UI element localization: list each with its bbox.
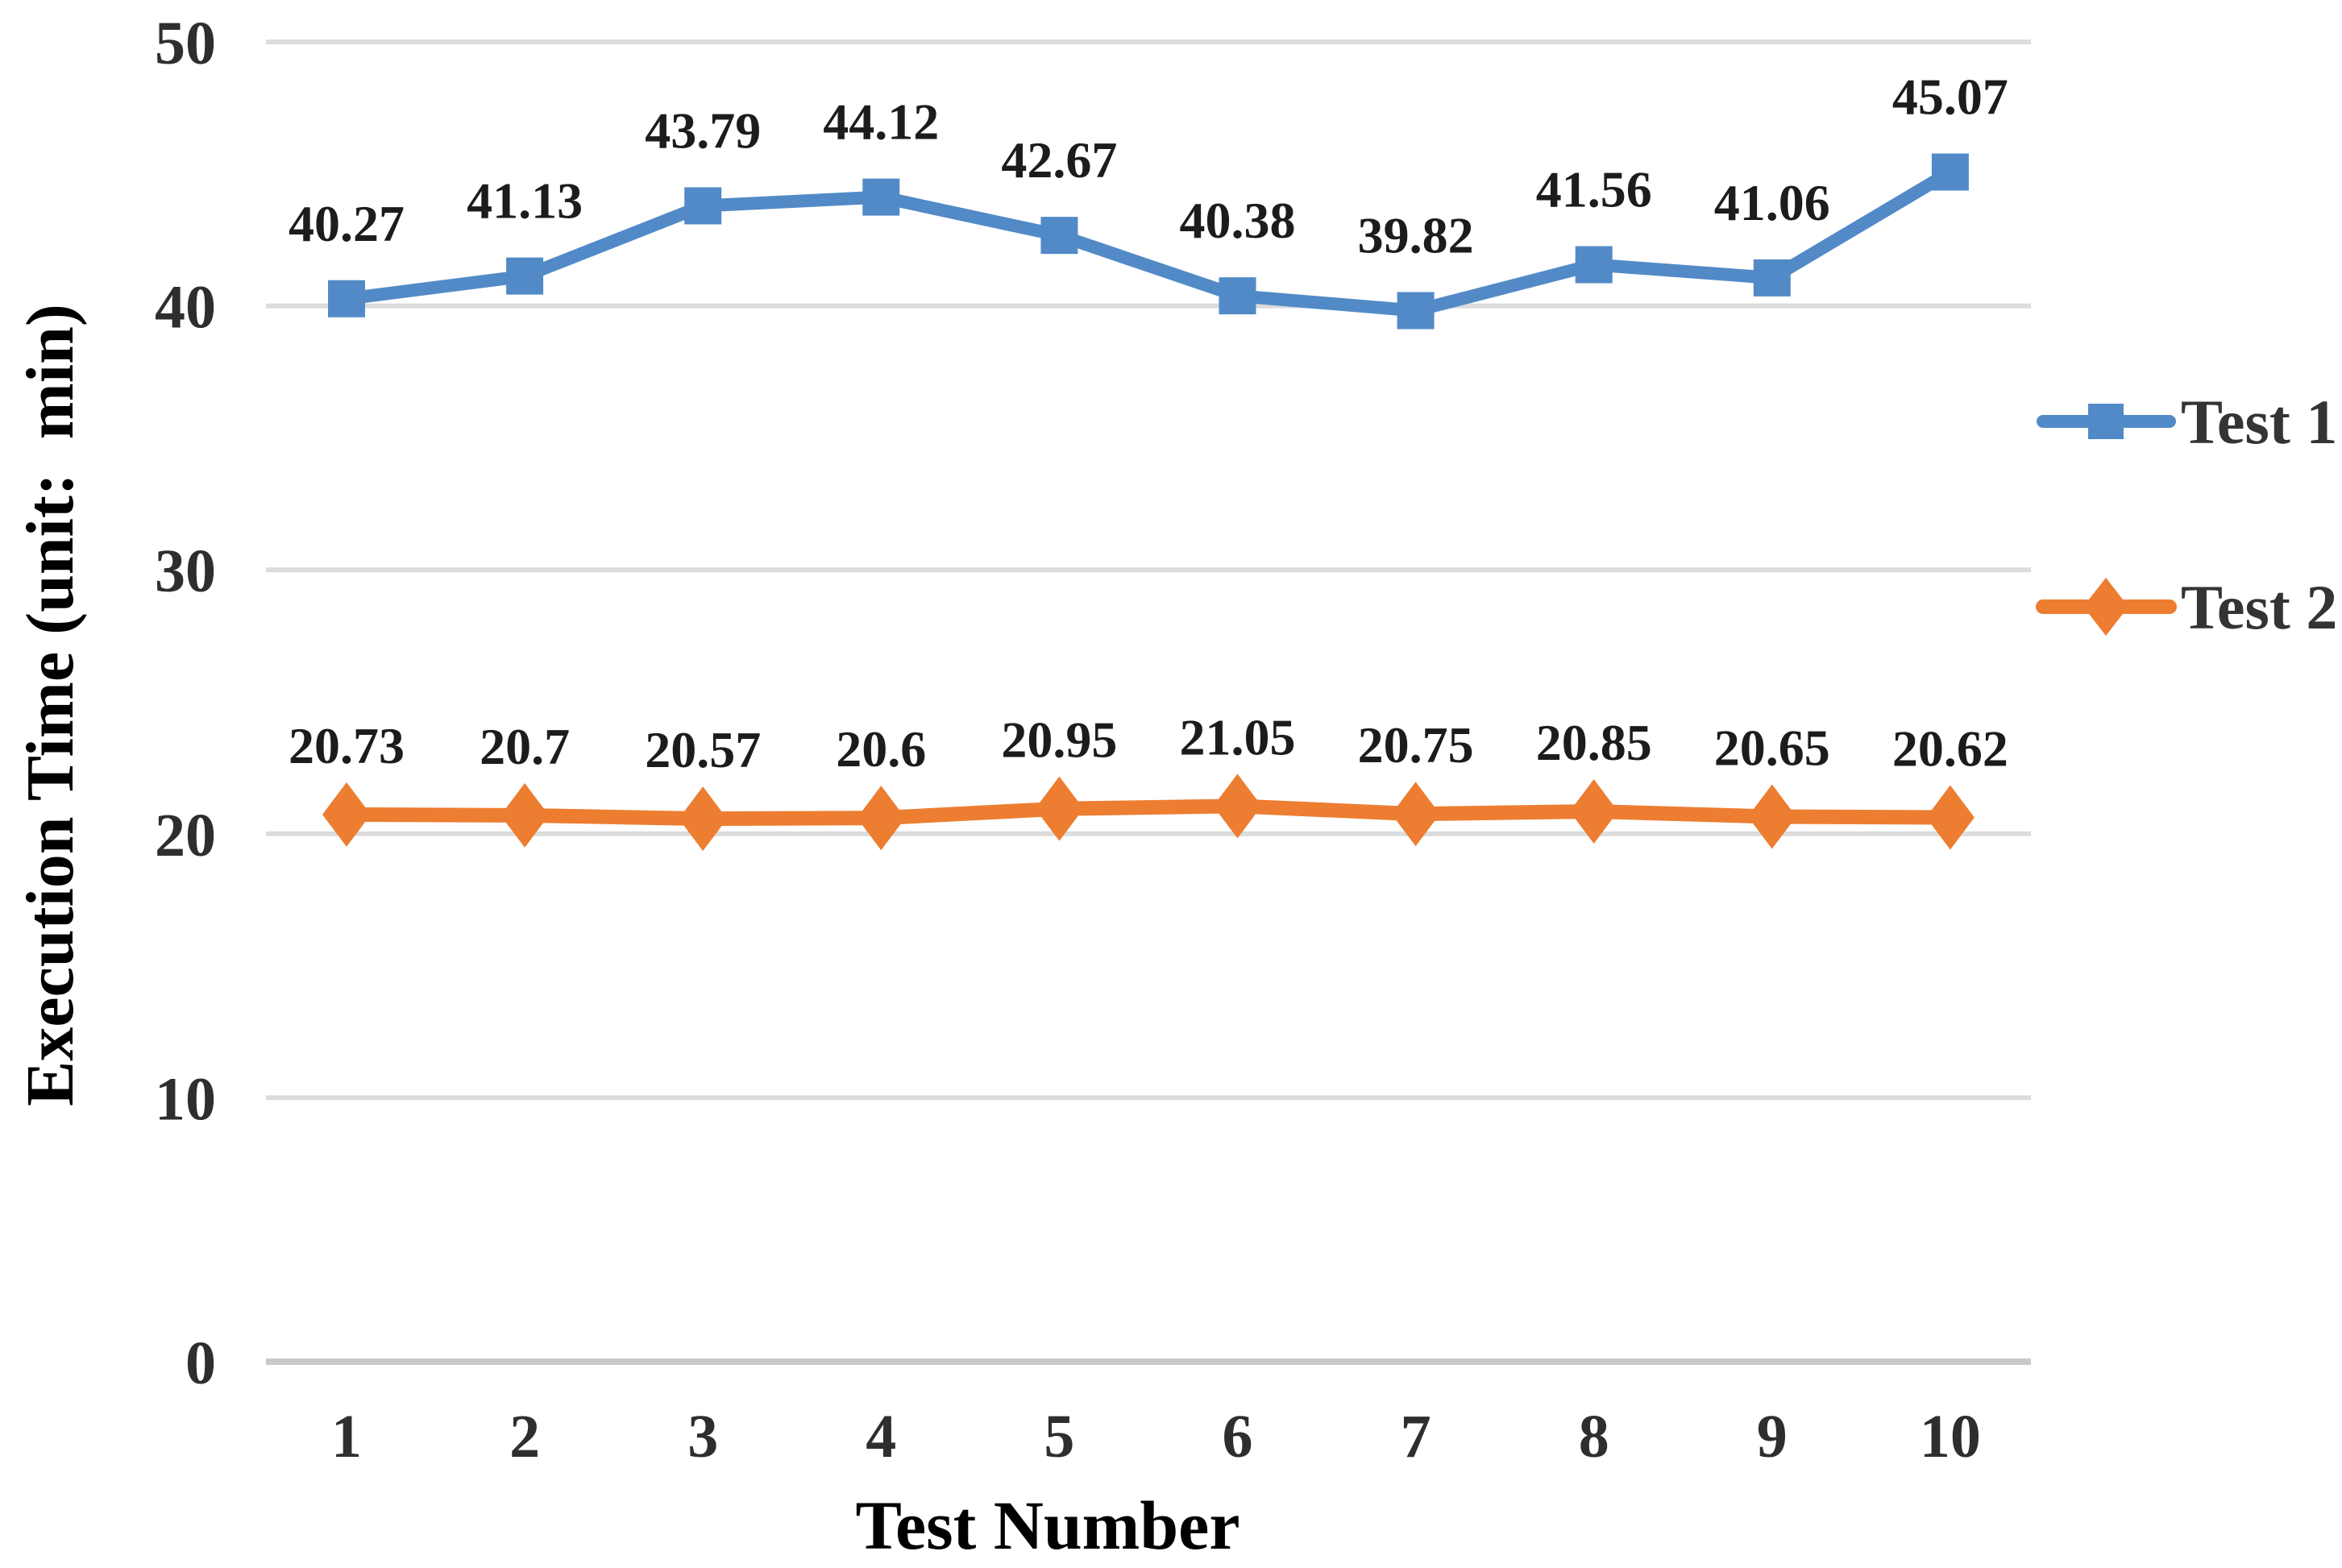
test-2-marker-diamond (857, 786, 906, 851)
y-tick-label-20: 20 (155, 802, 216, 869)
x-tick-label-1: 1 (331, 1403, 362, 1471)
test-1-data-label: 42.67 (1001, 131, 1117, 189)
legend-label-test-2: Test 2 (2181, 572, 2337, 642)
test-1-data-label: 41.13 (467, 172, 583, 230)
y-tick-label-10: 10 (155, 1065, 216, 1133)
test-1-marker-square (1219, 277, 1256, 315)
test-2-data-label: 20.57 (645, 721, 761, 778)
test-1-marker-square (1397, 292, 1435, 330)
test-2-data-label: 20.75 (1358, 716, 1474, 774)
test-2-data-label: 20.95 (1001, 711, 1117, 769)
test-2-marker-diamond (1747, 784, 1796, 849)
test-1-marker-square (1931, 153, 1969, 191)
test-2-data-label: 20.65 (1714, 720, 1830, 777)
test-2-marker-diamond (1925, 785, 1975, 850)
series-test-1: 40.27 41.13 43.79 44.12 42.67 40.38 39.82 41.56… (289, 68, 2008, 330)
test-1-data-label: 45.07 (1892, 68, 2008, 126)
test-2-marker-diamond (1035, 776, 1084, 841)
test-1-line (340, 165, 1957, 317)
x-tick-label-5: 5 (1044, 1403, 1074, 1471)
test-1-data-label: 43.79 (645, 102, 761, 159)
x-axis-ticks: 1 2 3 4 5 6 7 8 9 10 (331, 1403, 1981, 1471)
test-1-data-label: 40.38 (1180, 192, 1296, 249)
test-2-data-label: 21.05 (1180, 708, 1296, 765)
series-group: 40.27 41.13 43.79 44.12 42.67 40.38 39.82 41.56… (289, 68, 2008, 852)
x-tick-label-2: 2 (509, 1403, 540, 1471)
test-1-marker-square (862, 178, 900, 216)
x-tick-label-8: 8 (1579, 1403, 1609, 1471)
y-axis-ticks: 0 10 20 30 40 50 (155, 10, 216, 1397)
test-2-data-label: 20.7 (480, 718, 570, 775)
test-2-marker-diamond (1391, 782, 1440, 847)
test-1-marker-square (506, 257, 544, 295)
y-tick-label-30: 30 (155, 537, 216, 605)
test-1-marker-square (1040, 217, 1078, 255)
y-tick-label-50: 50 (155, 10, 216, 77)
x-tick-label-7: 7 (1401, 1403, 1431, 1471)
test-2-line (339, 799, 1958, 827)
test-1-data-label: 44.12 (823, 93, 939, 151)
x-tick-label-3: 3 (687, 1403, 718, 1471)
legend-item-test-1: Test 1 (2037, 387, 2337, 457)
x-tick-label-9: 9 (1757, 1403, 1788, 1471)
test-2-data-label: 20.73 (289, 717, 405, 774)
test-1-marker-square (1575, 246, 1613, 284)
y-tick-label-40: 40 (155, 274, 216, 342)
test-2-marker-diamond (1213, 774, 1262, 839)
test-1-data-label: 39.82 (1358, 206, 1474, 263)
legend: Test 1 Test 2 (2036, 387, 2337, 642)
x-tick-label-10: 10 (1920, 1403, 1981, 1471)
test-1-data-label: 41.06 (1714, 174, 1830, 231)
legend-marker-square (2088, 404, 2124, 439)
x-tick-label-6: 6 (1223, 1403, 1253, 1471)
test-1-marker-square (328, 280, 365, 317)
x-axis-title: Test Number (856, 1487, 1240, 1564)
test-1-marker-square (1753, 259, 1791, 297)
gridlines (266, 39, 2031, 1365)
y-tick-label-0: 0 (185, 1329, 216, 1397)
test-2-marker-diamond (322, 782, 371, 847)
test-2-marker-diamond (500, 782, 550, 848)
test-1-marker-square (684, 187, 722, 225)
y-axis-title: Execution Time (unit: min) (13, 304, 88, 1106)
test-2-data-label: 20.85 (1536, 714, 1652, 771)
series-test-2: 20.73 20.7 20.57 20.6 20.95 21.05 20.75 20.85 20… (289, 708, 2008, 852)
legend-marker-diamond (2083, 578, 2128, 636)
legend-item-test-2: Test 2 (2036, 572, 2337, 642)
test-2-data-label: 20.6 (836, 720, 926, 778)
test-2-marker-diamond (679, 786, 728, 852)
test-1-data-label: 41.56 (1536, 160, 1652, 218)
test-2-data-label: 20.62 (1892, 720, 2008, 777)
test-1-data-label: 40.27 (289, 195, 405, 252)
legend-label-test-1: Test 1 (2181, 387, 2337, 457)
test-2-marker-diamond (1569, 778, 1618, 844)
x-tick-label-4: 4 (866, 1403, 896, 1471)
